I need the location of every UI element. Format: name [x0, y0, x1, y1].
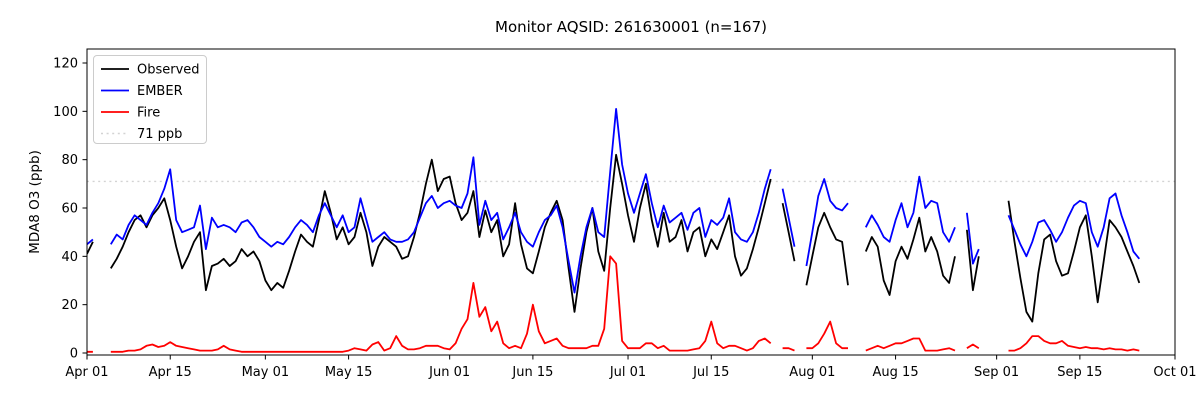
x-tick-label: Oct 01 [1153, 365, 1196, 380]
legend: Observed EMBER Fire 71 ppb [93, 55, 207, 144]
y-tick-label: 100 [53, 105, 78, 120]
y-axis-label: MDA8 O3 (ppb) [27, 150, 43, 254]
legend-label: 71 ppb [137, 127, 182, 142]
axes-frame [86, 48, 1176, 356]
legend-box [93, 55, 207, 144]
y-tick-label: 80 [61, 153, 78, 168]
x-axis: Apr 01 Apr 15 May 01 May 15 Jun 01 Jun 15 Jul … [65, 355, 1197, 380]
series-fire-line [87, 255, 1140, 353]
x-tick-label: Aug 15 [873, 365, 919, 380]
y-tick-label: 40 [61, 250, 78, 265]
x-tick-label: May 01 [242, 365, 290, 380]
legend-label: Fire [137, 106, 160, 121]
legend-label: EMBER [137, 84, 183, 99]
x-tick-label: Jul 01 [609, 365, 646, 380]
x-tick-label: Jun 15 [511, 365, 553, 380]
x-tick-label: Apr 15 [149, 365, 192, 380]
x-tick-label: Sep 01 [974, 365, 1019, 380]
plot-frame [86, 48, 1176, 356]
series-ember-line [87, 108, 1140, 294]
x-tick-label: Apr 01 [65, 365, 108, 380]
y-tick-label: 120 [53, 57, 78, 72]
y-axis: 0 20 40 60 80 100 120 [53, 57, 87, 362]
x-tick-label: Jun 01 [428, 365, 470, 380]
x-tick-label: Aug 01 [789, 365, 835, 380]
x-tick-label: May 15 [325, 365, 373, 380]
y-tick-label: 20 [61, 298, 78, 313]
x-tick-label: Jul 15 [692, 365, 729, 380]
chart-title: Monitor AQSID: 261630001 (n=167) [495, 18, 767, 36]
y-tick-label: 0 [70, 347, 78, 362]
y-tick-label: 60 [61, 202, 78, 217]
series-lines [87, 108, 1141, 353]
legend-label: Observed [137, 63, 200, 78]
series-observed-line [87, 153, 1141, 323]
x-tick-label: Sep 15 [1057, 365, 1102, 380]
